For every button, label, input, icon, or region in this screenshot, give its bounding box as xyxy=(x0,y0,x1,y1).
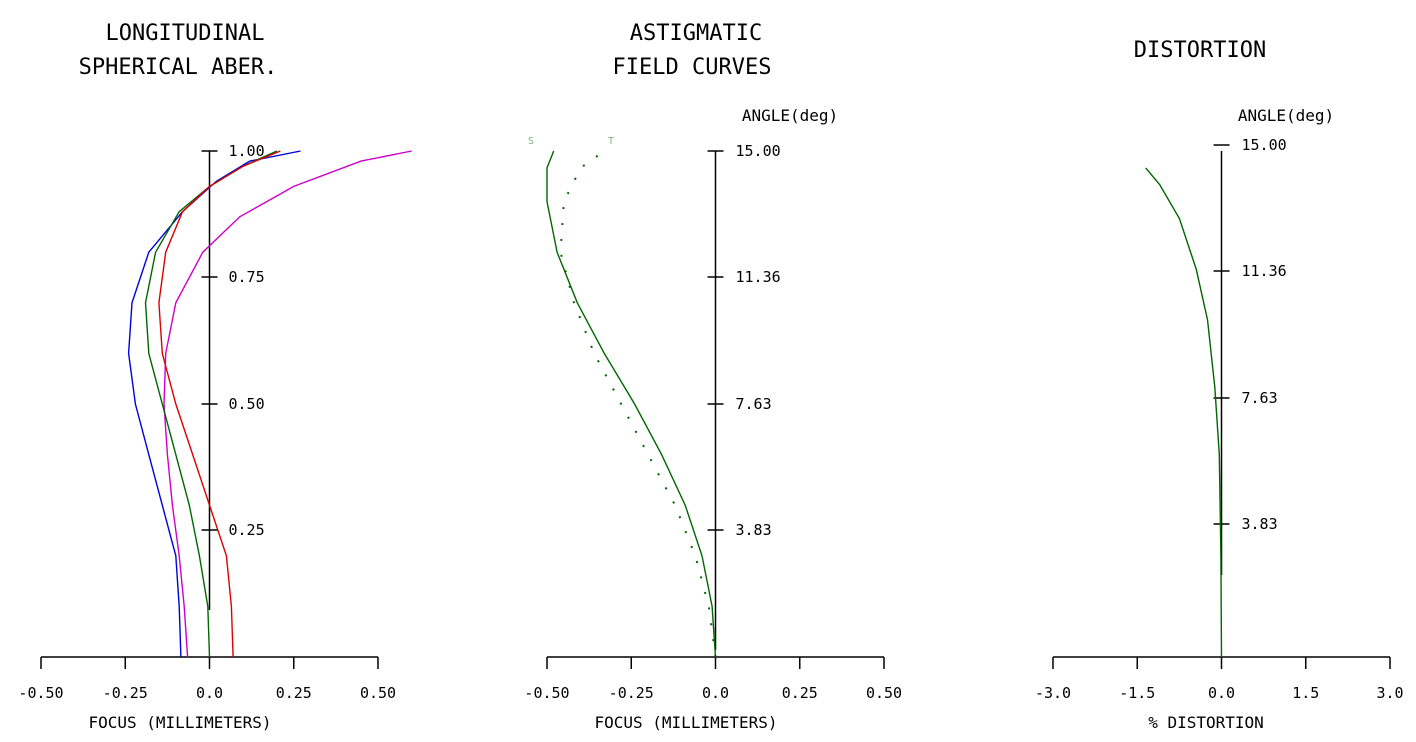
lsa-series-line-3 xyxy=(158,150,281,658)
dist-x-tick-label: 3.0 xyxy=(1376,684,1403,702)
afc-series-line-t xyxy=(559,150,717,658)
dist-y-tick-label: 11.36 xyxy=(1242,262,1287,280)
afc-x-tick-label: -0.50 xyxy=(524,684,569,702)
lsa-y-tick-label: 0.75 xyxy=(229,268,265,286)
afc-y-tick-label: 7.63 xyxy=(736,395,772,413)
longitudinal-spherical-aberration-panel: LONGITUDINAL SPHERICAL ABER. FOCUS (MILL… xyxy=(18,21,412,732)
afc-s-label: S xyxy=(528,136,534,147)
afc-t-label: T xyxy=(608,136,614,147)
lsa-series-line-1 xyxy=(163,150,412,658)
afc-x-tick-label: 0.25 xyxy=(782,684,818,702)
dist-title: DISTORTION xyxy=(1134,38,1266,63)
dist-y-tick-label: 7.63 xyxy=(1242,389,1278,407)
afc-y-tick-label: 3.83 xyxy=(736,521,772,539)
afc-y-tick-label: 15.00 xyxy=(736,142,781,160)
lsa-x-tick-label: -0.50 xyxy=(18,684,63,702)
dist-x-tick-label: -1.5 xyxy=(1119,684,1155,702)
dist-x-axis-label: % DISTORTION xyxy=(1148,713,1264,732)
astigmatic-field-curves-panel: ASTIGMATIC FIELD CURVES ANGLE(deg) S T F… xyxy=(524,21,902,732)
dist-series-line-0 xyxy=(1145,167,1223,658)
afc-series-line-s xyxy=(546,150,717,658)
afc-x-tick-label: 0.50 xyxy=(866,684,902,702)
dist-y-tick-label: 3.83 xyxy=(1242,515,1278,533)
afc-title-line2: FIELD CURVES xyxy=(613,55,772,80)
dist-x-tick-label: -3.0 xyxy=(1035,684,1071,702)
lsa-y-tick-label: 0.50 xyxy=(229,395,265,413)
afc-title-line1: ASTIGMATIC xyxy=(630,21,762,46)
lsa-title-line1: LONGITUDINAL xyxy=(106,21,265,46)
afc-y-tick-label: 11.36 xyxy=(736,268,781,286)
lsa-x-tick-label: -0.25 xyxy=(103,684,148,702)
dist-x-tick-label: 1.5 xyxy=(1292,684,1319,702)
afc-angle-label: ANGLE(deg) xyxy=(742,106,838,125)
lsa-title-line2: SPHERICAL ABER. xyxy=(79,55,278,80)
afc-x-tick-label: -0.25 xyxy=(609,684,654,702)
afc-x-axis-label: FOCUS (MILLIMETERS) xyxy=(594,713,777,732)
lsa-x-tick-label: 0.25 xyxy=(276,684,312,702)
lsa-x-tick-label: 0.0 xyxy=(196,684,223,702)
dist-angle-label: ANGLE(deg) xyxy=(1238,106,1334,125)
lsa-x-axis-label: FOCUS (MILLIMETERS) xyxy=(88,713,271,732)
lsa-x-tick-label: 0.50 xyxy=(360,684,396,702)
lsa-y-tick-label: 1.00 xyxy=(229,142,265,160)
lsa-y-tick-label: 0.25 xyxy=(229,521,265,539)
dist-y-tick-label: 15.00 xyxy=(1242,136,1287,154)
lsa-series-line-0 xyxy=(127,150,301,658)
dist-x-tick-label: 0.0 xyxy=(1208,684,1235,702)
distortion-panel: DISTORTION ANGLE(deg) % DISTORTION -3.0 -… xyxy=(1035,38,1404,732)
afc-x-tick-label: 0.0 xyxy=(702,684,729,702)
